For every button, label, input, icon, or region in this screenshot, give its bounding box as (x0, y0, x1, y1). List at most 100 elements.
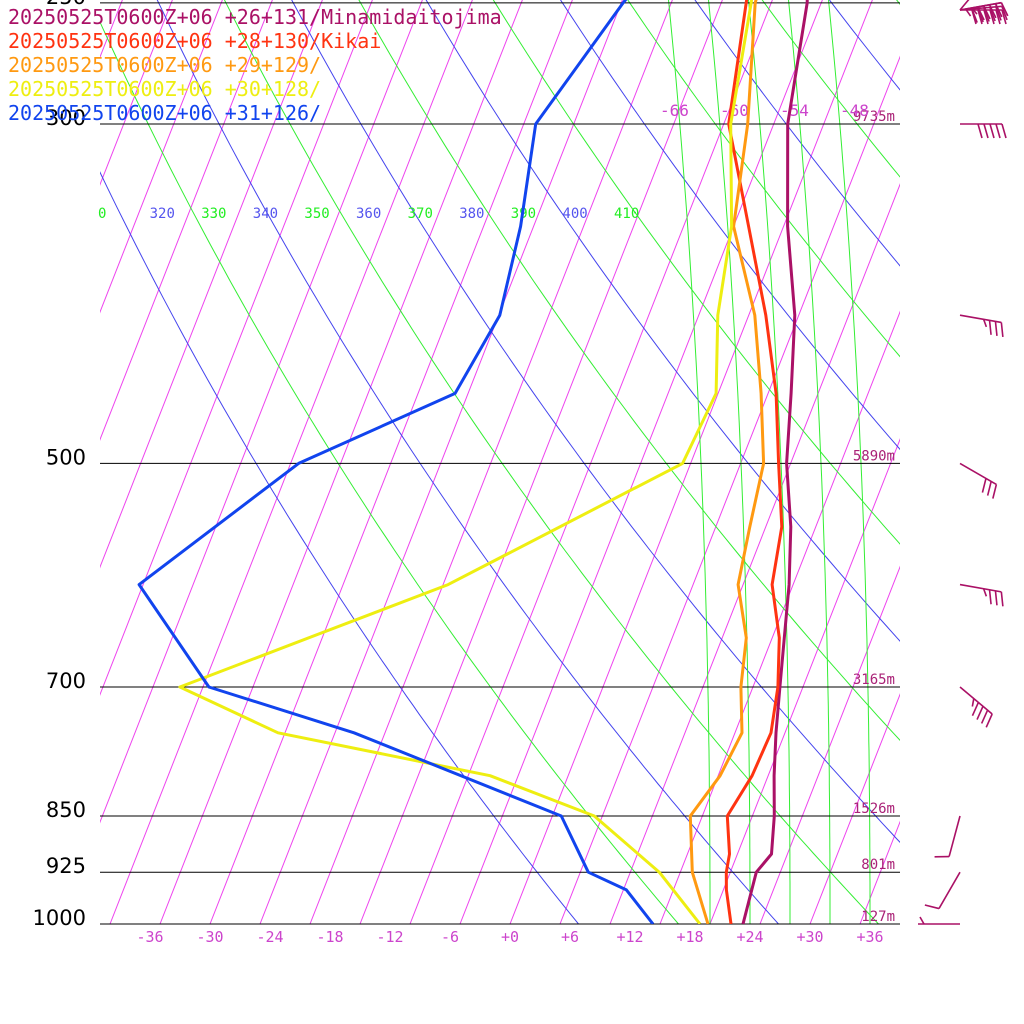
wind-barb-feather (971, 9, 977, 25)
height-label: 11007m (844, 0, 895, 4)
pressure-label: 250 (46, 0, 86, 9)
temperature-tick-label: +24 (736, 928, 763, 946)
legend-entry: 20250525T0600Z+06 +30+128/ (8, 77, 322, 101)
wind-barb-staff (959, 1, 1002, 11)
mixing-ratio-label: -54 (780, 101, 809, 120)
legend-entry: 20250525T0600Z+06 +26+131/Minamidaitojim… (8, 5, 502, 29)
wind-barb-feather (1000, 2, 1009, 17)
dry-adiabat-line (100, 171, 580, 924)
wind-barb-staff (959, 314, 1002, 324)
wind-barb (959, 0, 970, 11)
mixing-ratio-label: -66 (660, 101, 689, 120)
height-label: 9735m (853, 109, 895, 125)
legend-entry: 20250525T0600Z+06 +29+129/ (8, 53, 322, 77)
wind-barb-feather (924, 904, 940, 910)
dry-adiabat-line (358, 0, 900, 742)
mixing-ratio-label: -48 (840, 101, 869, 120)
theta-label: 410 (614, 206, 639, 222)
dry-adiabat-line (291, 0, 900, 843)
temperature-tick-label: -18 (316, 928, 343, 946)
isotherm-line (709, 438, 900, 924)
isotherm-line (109, 0, 473, 924)
isotherm-line (809, 693, 900, 924)
wind-barb-feather (988, 320, 992, 335)
wind-barb-feather (982, 5, 991, 20)
wind-barb-feather (1001, 123, 1007, 139)
pressure-label: 500 (46, 445, 86, 469)
wind-barb-staff (948, 815, 961, 857)
isotherm-line (0, 0, 243, 924)
wind-barb-feather (994, 3, 1003, 18)
isotherm-line (910, 0, 1024, 924)
wind-barb-feather (988, 4, 997, 19)
isotherm-line (509, 0, 873, 924)
isotherm-line (559, 55, 900, 924)
theta-label: 320 (150, 206, 175, 222)
theta-label: 330 (201, 206, 226, 222)
wind-barb-feather (980, 709, 989, 724)
wind-barb (959, 314, 1004, 338)
wind-barb (959, 1, 1009, 21)
wind-barb-feather (986, 481, 992, 496)
isotherm-line (1010, 0, 1024, 924)
height-label: 801m (861, 857, 895, 873)
temperature-tick-label: -12 (376, 928, 403, 946)
wind-barb-feather (989, 123, 995, 139)
theta-label: 370 (408, 206, 433, 222)
legend-entry: 20250525T0600Z+06 +28+130/Kikai (8, 29, 382, 53)
wind-barb (934, 815, 961, 858)
wind-barb-feather (994, 321, 998, 336)
temperature-tick-label: -6 (441, 928, 459, 946)
sounding-profiles (137, 0, 809, 924)
wind-barb-feather (982, 588, 988, 597)
wind-barb (918, 916, 960, 925)
wind-barb-feather (976, 705, 984, 720)
wind-barb-feather (919, 916, 925, 925)
wind-barb-feather (995, 9, 1001, 25)
isotherm-line (0, 0, 293, 924)
isobars (100, 2, 900, 925)
isotherm-line (100, 0, 323, 569)
isotherm-line (459, 0, 823, 924)
wind-barb-feather (985, 713, 993, 728)
temperature-tick-label: -24 (256, 928, 283, 946)
isotherm-line (159, 0, 523, 924)
moist-adiabat-line (708, 0, 751, 924)
height-label: 3165m (853, 672, 895, 688)
moist-adiabat-line (788, 0, 831, 924)
sounding-line (741, 0, 809, 924)
theta-label: 350 (304, 206, 329, 222)
wind-barb (959, 583, 1004, 607)
wind-barb-feather (994, 590, 998, 606)
wind-barb-staff (959, 686, 993, 715)
isotherm-line (409, 0, 773, 924)
isotherm-line (309, 0, 673, 924)
wind-barb-feather (977, 123, 983, 139)
wind-barb-feather (983, 9, 989, 25)
legend: 20250525T0600Z+06 +26+131/Minamidaitojim… (8, 5, 502, 125)
isotherm-line (259, 0, 623, 924)
legend-entry: 20250525T0600Z+06 +31+126/ (8, 101, 322, 125)
sounding-line (137, 0, 655, 924)
height-label: 5890m (853, 448, 895, 464)
wind-barb-feather (1001, 9, 1007, 25)
temperature-tick-label: +36 (856, 928, 883, 946)
background-lines (0, 0, 1024, 956)
height-label: 1526m (853, 801, 895, 817)
wind-barb-feather (992, 484, 998, 499)
wind-barb-feather (988, 589, 992, 605)
wind-barb-staff (959, 583, 1002, 593)
wind-barb-staff (938, 871, 961, 909)
theta-label: 340 (253, 206, 278, 222)
wind-barb-feather (989, 9, 995, 25)
pressure-label: 925 (46, 854, 86, 878)
wind-barb-feather (971, 702, 980, 717)
temperature-tick-label: -36 (136, 928, 163, 946)
theta-label: 360 (356, 206, 381, 222)
dry-adiabat-line (392, 0, 1024, 956)
axis-labels: 1001502002503005007008509251000-36-30-24… (33, 0, 895, 946)
wind-barb (959, 462, 998, 499)
dry-adiabat-line (492, 0, 900, 545)
moist-adiabat-line (748, 0, 791, 924)
theta-label: 0 (98, 206, 106, 222)
